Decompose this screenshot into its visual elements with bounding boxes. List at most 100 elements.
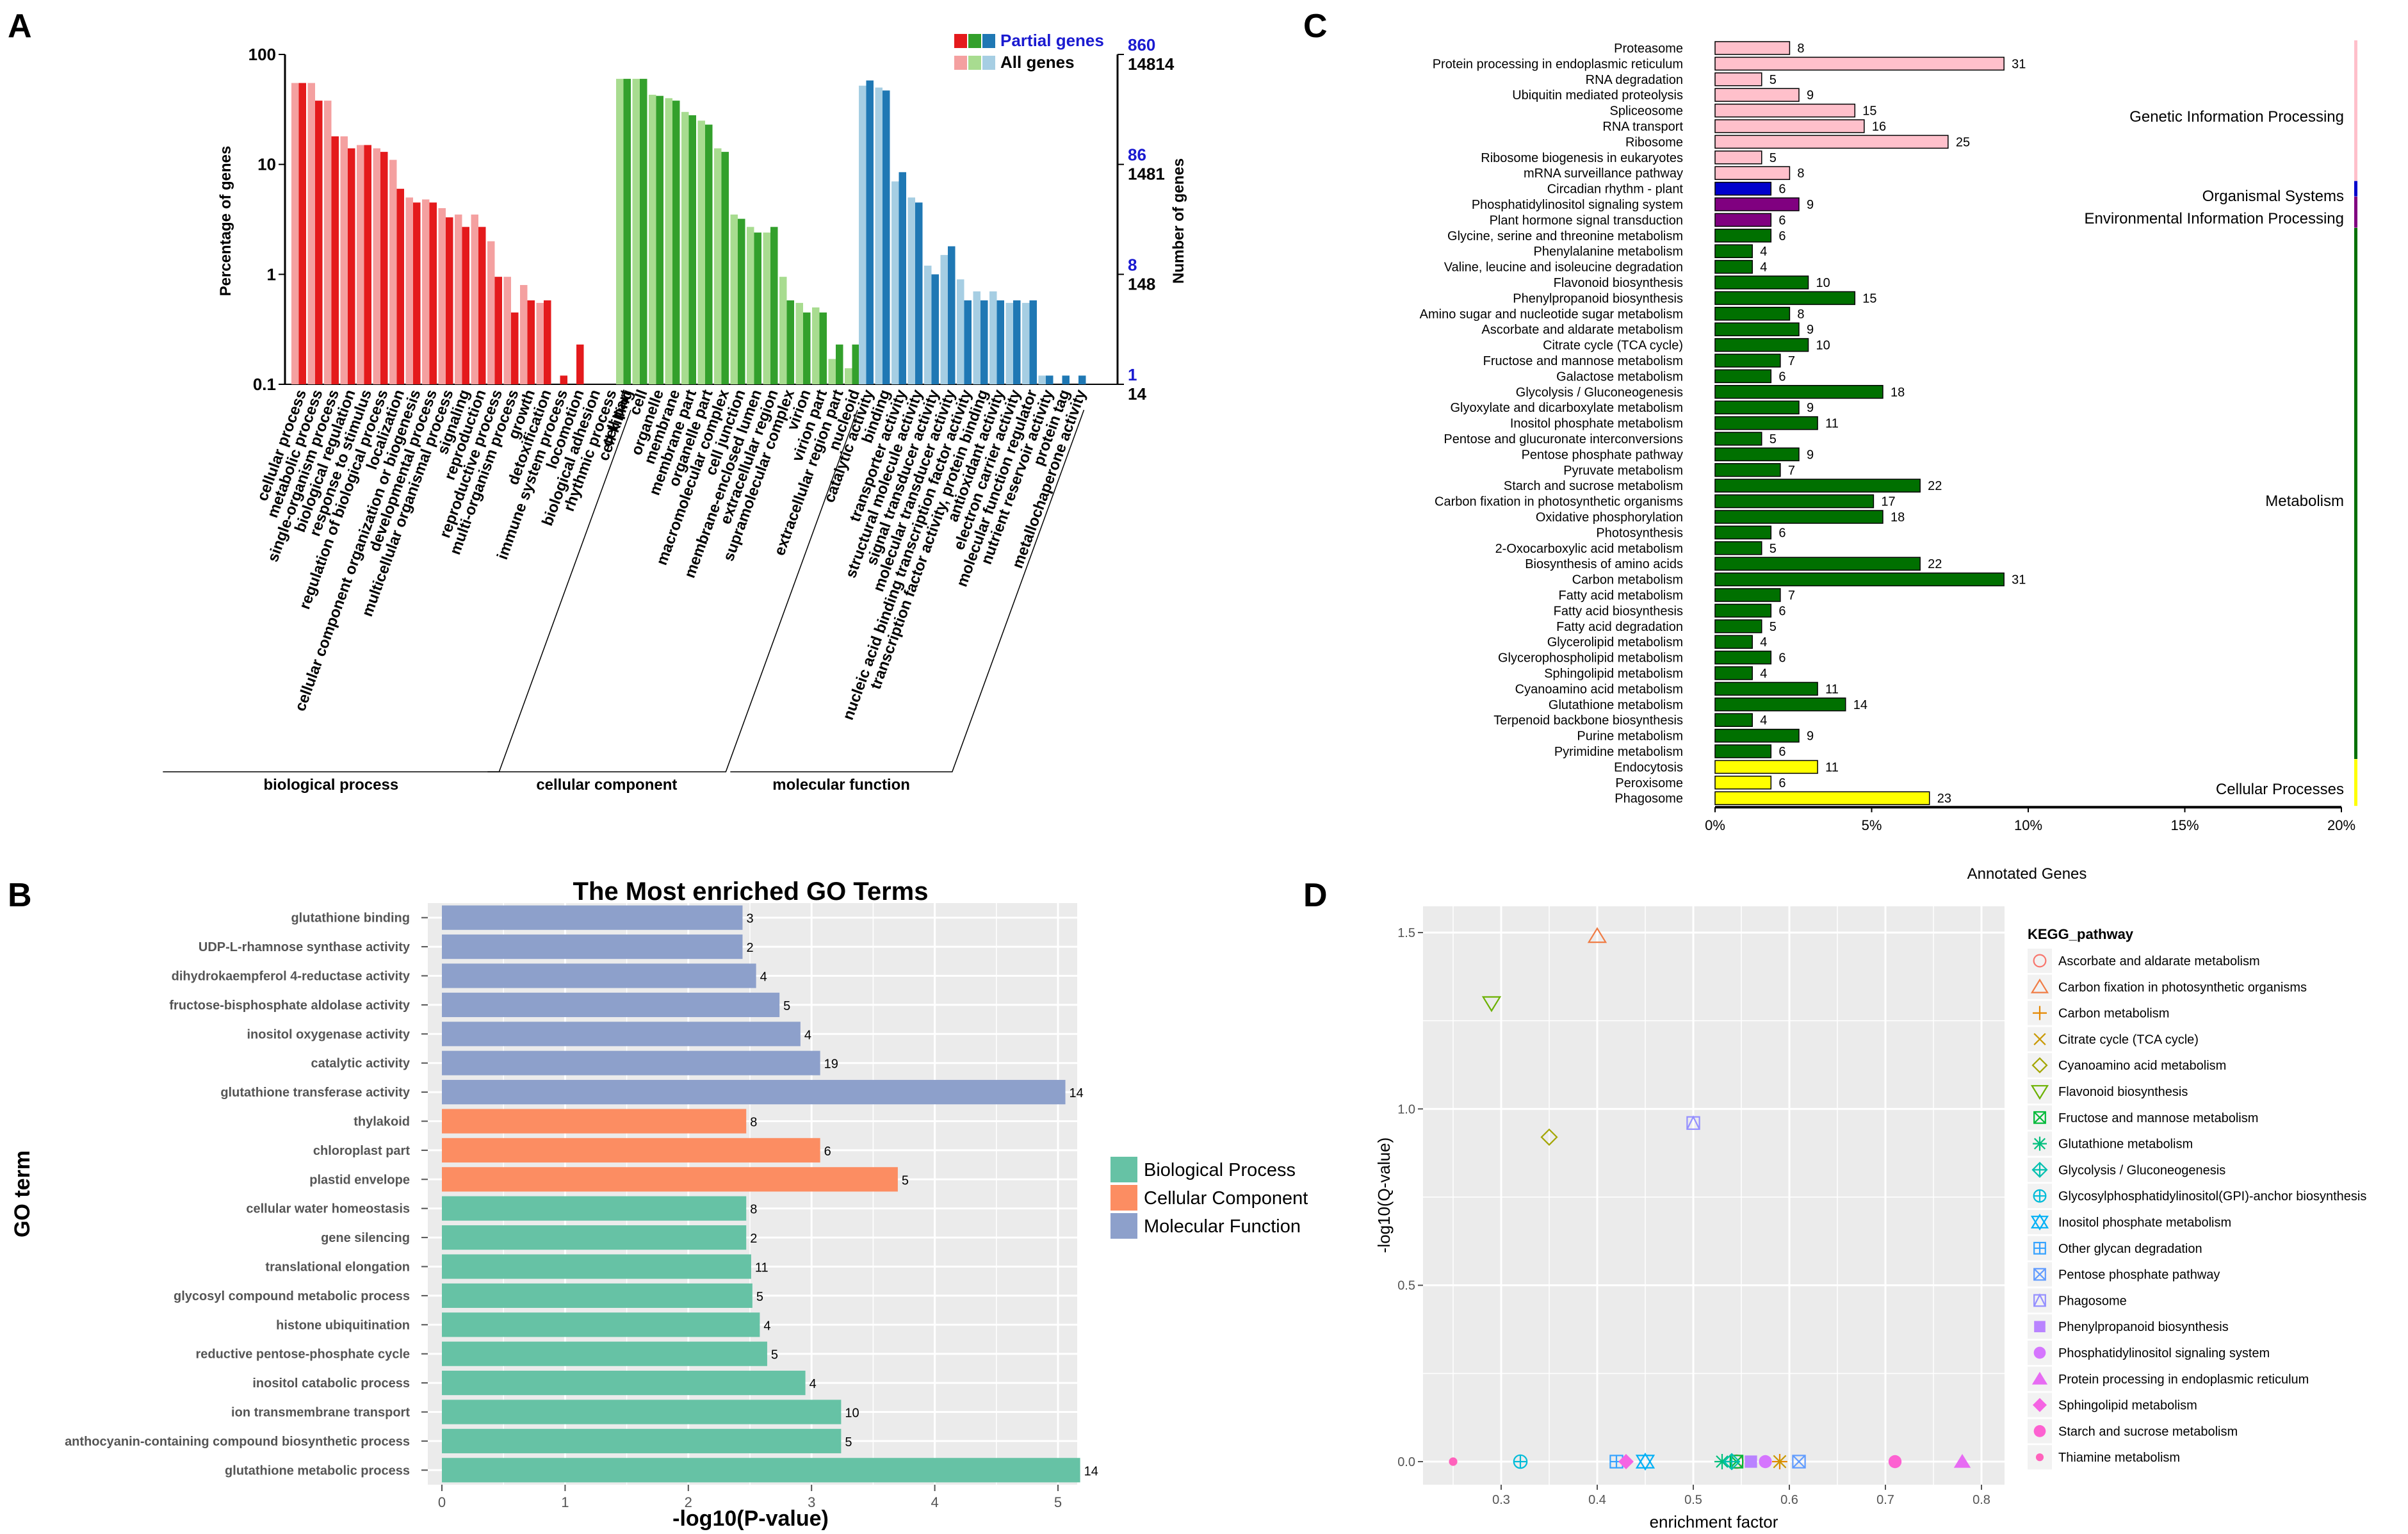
kegg-pathway-bar (1714, 494, 1875, 509)
bar-count-label: 4 (1760, 245, 1767, 259)
right-tick-partial: 86 (1128, 145, 1146, 165)
bar-partial-genes (544, 300, 551, 384)
legend-marker (2033, 1346, 2046, 1359)
bar-count-label: 6 (1778, 370, 1786, 384)
right-tick-partial: 8 (1128, 255, 1137, 274)
pathway-label: Inositol phosphate metabolism (1510, 417, 1683, 431)
bar-count-label: 5 (845, 1435, 852, 1449)
x-tick-label: 0.5 (1684, 1493, 1702, 1507)
pathway-label: Purine metabolism (1577, 730, 1683, 744)
pathway-label: Galactose metabolism (1556, 370, 1683, 384)
bar-all-genes (373, 148, 380, 384)
bar-count-label: 6 (1778, 526, 1786, 540)
kegg-pathway-bar (1714, 103, 1856, 118)
y-tick-label: 1.0 (1397, 1102, 1415, 1116)
pathway-label: Ascorbate and aldarate metabolism (1481, 323, 1683, 337)
kegg-pathway-bar (1714, 681, 1818, 696)
bar-all-genes (471, 214, 478, 384)
category-label: Genetic Information Processing (2129, 108, 2344, 126)
go-term-label: inositol catabolic process (252, 1376, 410, 1391)
kegg-pathway-bar (1714, 151, 1762, 165)
data-point (1723, 1453, 1741, 1471)
panel-label-d: D (1303, 877, 1328, 914)
group-label: biological process (263, 776, 398, 794)
go-term-label: chloroplast part (313, 1144, 410, 1158)
bar-count-label: 6 (824, 1145, 831, 1159)
kegg-pathway-bar (1714, 776, 1772, 790)
y-tick-label: 10 (257, 155, 276, 174)
kegg-pathway-bar (1714, 416, 1818, 430)
marker-shape (2031, 1057, 2048, 1073)
legend-label: Glycosylphosphatidylinositol(GPI)-anchor… (2058, 1189, 2366, 1204)
pathway-label: mRNA surveillance pathway (1524, 167, 1683, 181)
bar-all-genes (1022, 302, 1030, 384)
category-bracket (2354, 197, 2357, 228)
y-tick-label: 0.1 (253, 375, 276, 394)
bar-count-label: 5 (1769, 542, 1777, 556)
marker-stroke (2033, 1268, 2046, 1281)
bar-partial-genes (997, 300, 1004, 384)
legend-marker (2033, 954, 2047, 968)
legend-swatch (1110, 1157, 1137, 1182)
data-point (1773, 1455, 1787, 1469)
bar-count-label: 5 (756, 1290, 763, 1304)
legend-marker (2033, 1293, 2046, 1307)
bar-partial-genes (640, 79, 647, 384)
right-tick-all: 14814 (1128, 54, 1175, 74)
marker-shape (2033, 954, 2047, 968)
bar-all-genes (859, 85, 866, 385)
category-bracket (2354, 181, 2357, 197)
panel-label-b: B (8, 877, 32, 914)
bar-count-label: 4 (1760, 714, 1767, 728)
bar-partial-genes (380, 152, 388, 384)
marker-shape (1635, 1455, 1656, 1471)
bar-count-label: 6 (1778, 213, 1786, 227)
bar-count-label: 9 (1807, 730, 1814, 744)
bar-all-genes (795, 302, 803, 384)
marker-stroke (1686, 1115, 1700, 1130)
pathway-label: Sphingolipid metabolism (1544, 667, 1683, 681)
pathway-label: Fatty acid biosynthesis (1554, 604, 1683, 618)
bar-all-genes (924, 265, 932, 384)
kegg-pathway-bar (1714, 56, 2005, 71)
bar-all-genes (875, 87, 883, 384)
kegg-pathway-bar (1714, 197, 1800, 211)
go-term-label: glycosyl compound metabolic process (174, 1289, 410, 1303)
category-label: Cellular Processes (2216, 781, 2344, 798)
bar-partial-genes (964, 300, 972, 384)
go-term-label: cellular water homeostasis (246, 1202, 410, 1216)
category-label: Environmental Information Processing (2084, 210, 2344, 227)
group-label: molecular function (772, 776, 910, 794)
x-tick-label: 0.3 (1492, 1493, 1510, 1507)
marker-stroke (2033, 1111, 2046, 1124)
x-tick-label: 0.6 (1780, 1493, 1798, 1507)
marker-stroke (1792, 1455, 1806, 1469)
legend-marker (2033, 1111, 2046, 1124)
marker-shape (1540, 1128, 1558, 1146)
kegg-pathway-bar (1714, 72, 1762, 86)
chart-title: The Most enriched GO Terms (573, 877, 929, 906)
legend-label: Glycolysis / Gluconeogenesis (2058, 1163, 2225, 1177)
x-tick-label: 0.7 (1876, 1493, 1894, 1507)
legend-label: Cellular Component (1144, 1188, 1308, 1209)
bar-count-label: 11 (1825, 760, 1839, 774)
x-tick-label: 5 (1054, 1494, 1062, 1510)
go-term-bar (442, 1458, 1080, 1483)
bar-all-genes (1038, 375, 1046, 384)
kegg-pathway-bar (1714, 698, 1846, 712)
bar-count-label: 8 (1797, 167, 1804, 181)
bar-count-label: 6 (1778, 651, 1786, 665)
category-bracket (2354, 759, 2357, 806)
data-point (1686, 1115, 1700, 1130)
pathway-label: Fructose and mannose metabolism (1483, 354, 1683, 368)
marker-stroke (1716, 1455, 1729, 1468)
bar-all-genes (973, 291, 980, 384)
pathway-label: Carbon metabolism (1572, 573, 1683, 587)
bar-partial-genes (413, 202, 421, 384)
go-term-bar (442, 1312, 760, 1337)
pathway-label: Glutathione metabolism (1549, 698, 1683, 712)
go-term-label: glutathione binding (291, 911, 410, 926)
y-tick-label: 1.5 (1397, 926, 1415, 940)
kegg-pathway-bar (1714, 541, 1762, 555)
bar-partial-genes (721, 152, 729, 384)
